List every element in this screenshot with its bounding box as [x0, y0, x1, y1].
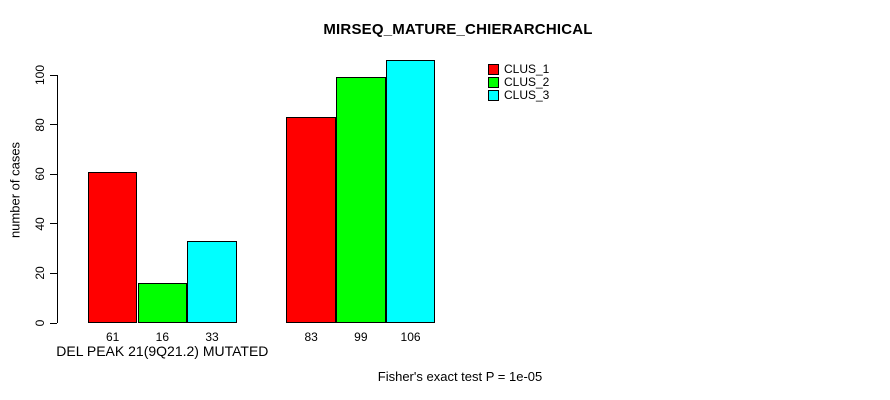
bar-value-label-clus_2-group1: 16 [155, 330, 170, 344]
bar-clus_1-group2 [286, 117, 336, 323]
legend: CLUS_1 CLUS_2 CLUS_3 [488, 62, 550, 102]
y-tick-label-40: 40 [33, 217, 47, 231]
legend-label-clus_1: CLUS_1 [504, 62, 550, 76]
y-tick-label-0: 0 [33, 319, 47, 327]
bar-value-label-clus_2-group2: 99 [354, 330, 368, 344]
bar-clus_3-group1 [187, 241, 237, 323]
y-tick-mark-40 [50, 223, 57, 225]
bar-clus_1-group1 [87, 171, 138, 323]
y-tick-mark-100 [50, 74, 57, 76]
bar-value-label-clus_3-group1: 33 [205, 330, 219, 344]
y-tick-label-100: 100 [33, 64, 47, 86]
bar-value-label-clus_1-group2: 83 [304, 330, 318, 344]
legend-swatch-clus_2 [488, 77, 499, 88]
y-tick-mark-80 [50, 124, 57, 126]
legend-row-clus_1: CLUS_1 [488, 62, 550, 76]
y-tick-mark-20 [50, 272, 57, 274]
y-tick-mark-60 [50, 173, 57, 175]
legend-swatch-clus_3 [488, 90, 499, 101]
footer-caption: Fisher's exact test P = 1e-05 [377, 369, 543, 384]
legend-row-clus_3: CLUS_3 [488, 88, 550, 102]
y-tick-mark-0 [50, 322, 57, 324]
bar-clus_2-group2 [336, 77, 386, 323]
bar-clus_3-group2 [385, 60, 436, 323]
bar-value-label-clus_3-group2: 106 [400, 330, 421, 344]
legend-label-clus_3: CLUS_3 [504, 88, 550, 102]
bar-value-label-clus_1-group1: 61 [105, 330, 120, 344]
y-axis-line [57, 75, 58, 323]
chart-title: MIRSEQ_MATURE_CHIERARCHICAL [323, 21, 593, 38]
y-tick-label-20: 20 [33, 266, 47, 281]
y-tick-label-60: 60 [33, 167, 47, 181]
legend-row-clus_2: CLUS_2 [488, 75, 550, 89]
bar-clus_2-group1 [137, 283, 188, 323]
legend-label-clus_2: CLUS_2 [504, 75, 550, 89]
legend-swatch-clus_1 [488, 64, 499, 75]
y-tick-label-80: 80 [33, 117, 47, 132]
x-group-label-1: DEL PEAK 21(9Q21.2) MUTATED [56, 343, 269, 359]
